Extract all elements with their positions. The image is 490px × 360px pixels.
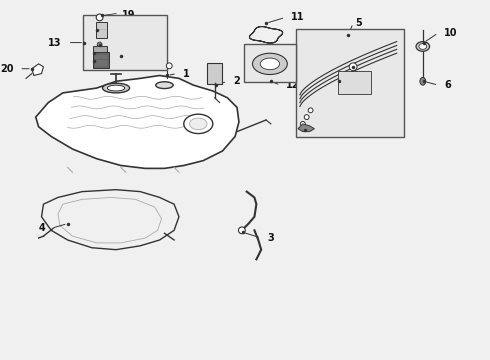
Text: 3: 3	[267, 233, 274, 243]
Circle shape	[239, 227, 245, 234]
Text: 9: 9	[373, 54, 380, 64]
Ellipse shape	[252, 53, 287, 75]
Text: 18: 18	[117, 25, 131, 35]
Ellipse shape	[260, 58, 280, 70]
Text: 7: 7	[364, 80, 370, 90]
Text: 6: 6	[444, 80, 451, 90]
Text: 15: 15	[117, 59, 130, 69]
Circle shape	[96, 14, 103, 21]
Circle shape	[167, 63, 172, 69]
Polygon shape	[42, 190, 179, 250]
Ellipse shape	[420, 77, 426, 85]
Circle shape	[349, 63, 357, 71]
FancyBboxPatch shape	[96, 22, 107, 38]
Ellipse shape	[419, 44, 427, 49]
Ellipse shape	[102, 83, 129, 93]
Text: 20: 20	[0, 64, 13, 74]
Text: 16: 16	[117, 48, 130, 58]
Polygon shape	[36, 76, 239, 168]
Ellipse shape	[156, 82, 173, 89]
Text: 12: 12	[286, 80, 300, 90]
Text: 2: 2	[233, 76, 240, 86]
Text: 19: 19	[122, 10, 135, 21]
Text: 17: 17	[119, 37, 132, 48]
FancyBboxPatch shape	[296, 29, 404, 138]
Circle shape	[304, 115, 309, 120]
FancyBboxPatch shape	[207, 63, 222, 84]
Ellipse shape	[416, 42, 430, 51]
FancyBboxPatch shape	[244, 44, 296, 82]
Text: 1: 1	[183, 68, 190, 78]
Circle shape	[308, 108, 313, 113]
Ellipse shape	[190, 118, 207, 130]
Polygon shape	[32, 64, 44, 76]
FancyBboxPatch shape	[83, 14, 167, 70]
FancyBboxPatch shape	[93, 46, 107, 59]
Circle shape	[97, 42, 102, 47]
Text: 11: 11	[291, 13, 305, 22]
Polygon shape	[298, 124, 315, 132]
Text: 8: 8	[324, 130, 331, 140]
Text: 10: 10	[444, 28, 458, 38]
Text: 4: 4	[39, 224, 46, 233]
FancyBboxPatch shape	[338, 71, 370, 94]
Ellipse shape	[107, 85, 125, 91]
Circle shape	[300, 121, 305, 126]
Text: 14: 14	[148, 51, 162, 61]
FancyBboxPatch shape	[93, 52, 109, 68]
Text: 13: 13	[49, 37, 62, 48]
Ellipse shape	[184, 114, 213, 134]
Text: 5: 5	[356, 18, 362, 28]
